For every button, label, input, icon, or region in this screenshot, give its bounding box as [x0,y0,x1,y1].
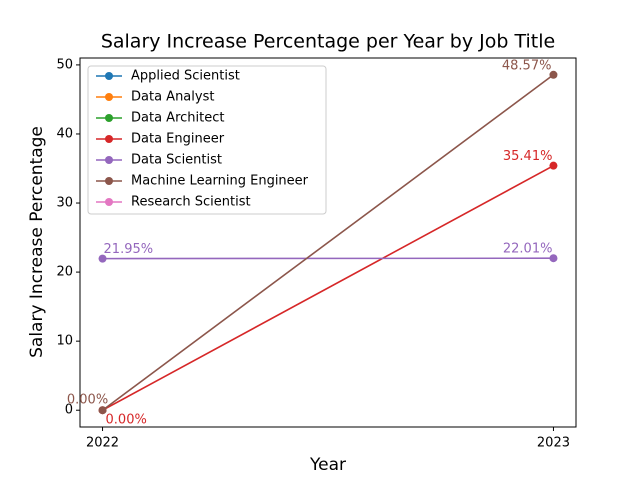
x-tick-label: 2022 [86,436,119,451]
x-tick-label: 2023 [537,436,570,451]
legend-marker [105,135,113,143]
point [549,161,558,170]
x-axis-label: Year [309,455,346,475]
plot-frame [79,57,577,428]
y-tick-label: 0 [65,403,73,418]
legend-label: Data Scientist [131,153,222,168]
legend-marker [105,114,113,122]
series-line [102,164,554,411]
legend-label: Data Analyst [131,90,214,105]
data-label: 0.00% [67,393,108,408]
y-axis-label: Salary Increase Percentage [27,126,47,358]
legend-box [87,65,327,215]
legend-label: Applied Scientist [131,69,240,84]
legend-marker [105,198,113,206]
y-tick-label: 10 [56,334,73,349]
legend: Applied Scientist Data Analyst Data Archit… [87,65,327,215]
legend-label: Data Architect [131,111,224,126]
point [549,254,558,263]
legend-label: Research Scientist [131,195,251,210]
y-tick-label: 20 [56,265,73,280]
legend-marker [105,156,113,164]
point [98,406,107,415]
data-label: 21.95% [104,242,154,257]
y-tick-label: 50 [56,57,73,72]
series-line [102,74,554,411]
legend-marker [105,93,113,101]
point [98,254,107,263]
legend-label: Machine Learning Engineer [131,174,309,189]
chart-title: Salary Increase Percentage per Year by J… [101,31,555,53]
data-label: 48.57% [502,58,552,73]
y-tick-label: 40 [56,126,73,141]
data-label: 0.00% [106,413,147,428]
legend-marker [105,72,113,80]
y-tick-label: 30 [56,196,73,211]
legend-label: Data Engineer [131,132,225,147]
point [549,70,558,79]
legend-marker [105,177,113,185]
data-label: 22.01% [503,242,553,257]
data-label: 35.41% [503,149,553,164]
